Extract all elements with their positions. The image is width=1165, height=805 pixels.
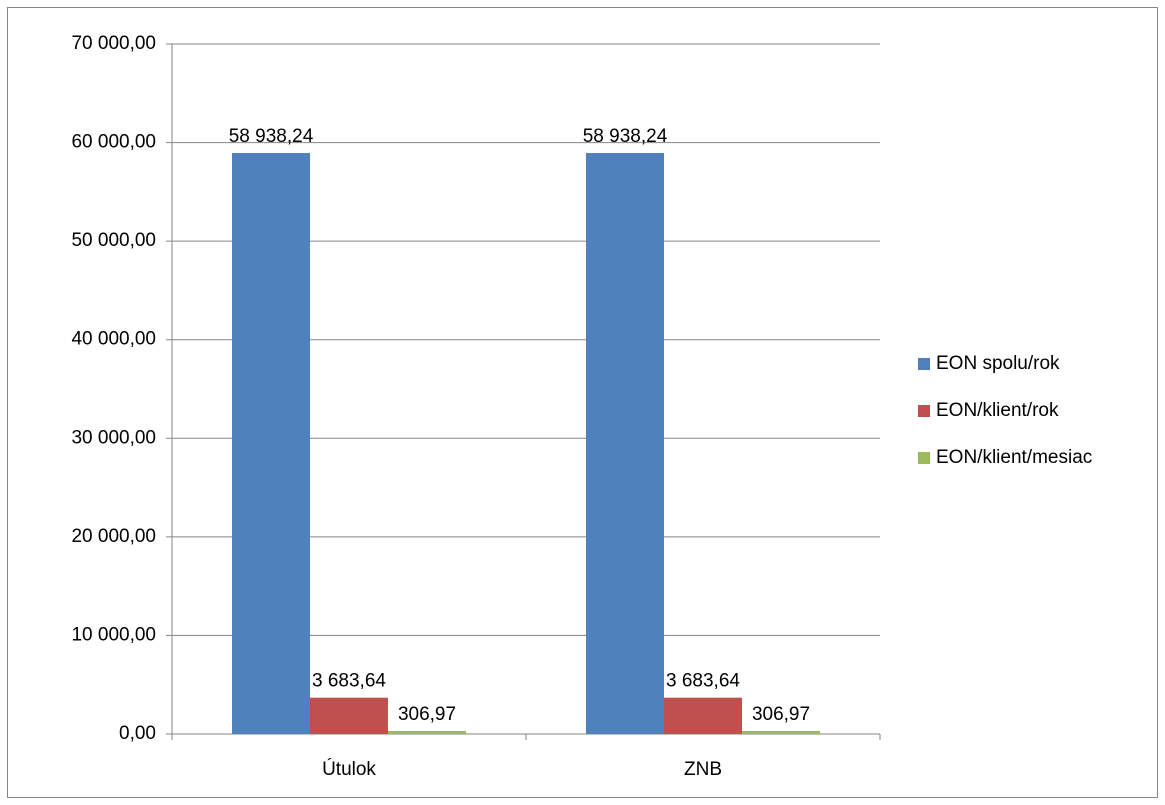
bar xyxy=(388,730,466,734)
y-tick-label: 0,00 xyxy=(119,723,156,744)
data-label: 306,97 xyxy=(752,704,810,725)
y-tick-label: 30 000,00 xyxy=(71,427,156,448)
y-tick-label: 10 000,00 xyxy=(71,624,156,645)
y-tick-label: 40 000,00 xyxy=(71,329,156,350)
legend-swatch xyxy=(918,358,930,370)
data-label: 306,97 xyxy=(398,704,456,725)
chart-border xyxy=(7,7,1158,798)
legend-label: EON spolu/rok xyxy=(936,353,1060,374)
bar xyxy=(310,697,388,734)
y-tick-label: 50 000,00 xyxy=(71,230,156,251)
data-label: 58 938,24 xyxy=(229,126,314,147)
y-tick-label: 70 000,00 xyxy=(71,33,156,54)
data-label: 3 683,64 xyxy=(312,671,386,692)
legend-label: EON/klient/mesiac xyxy=(936,447,1092,468)
data-label: 3 683,64 xyxy=(666,671,740,692)
bar xyxy=(742,730,820,734)
y-tick-label: 20 000,00 xyxy=(71,526,156,547)
x-tick-label: Útulok xyxy=(322,758,376,780)
data-label: 58 938,24 xyxy=(583,126,668,147)
y-tick-label: 60 000,00 xyxy=(71,132,156,153)
bar xyxy=(664,697,742,734)
legend-swatch xyxy=(918,405,930,417)
legend-swatch xyxy=(918,452,930,464)
legend-label: EON/klient/rok xyxy=(936,400,1059,421)
x-tick-label: ZNB xyxy=(684,759,722,780)
bar xyxy=(232,153,310,734)
bar xyxy=(586,153,664,734)
